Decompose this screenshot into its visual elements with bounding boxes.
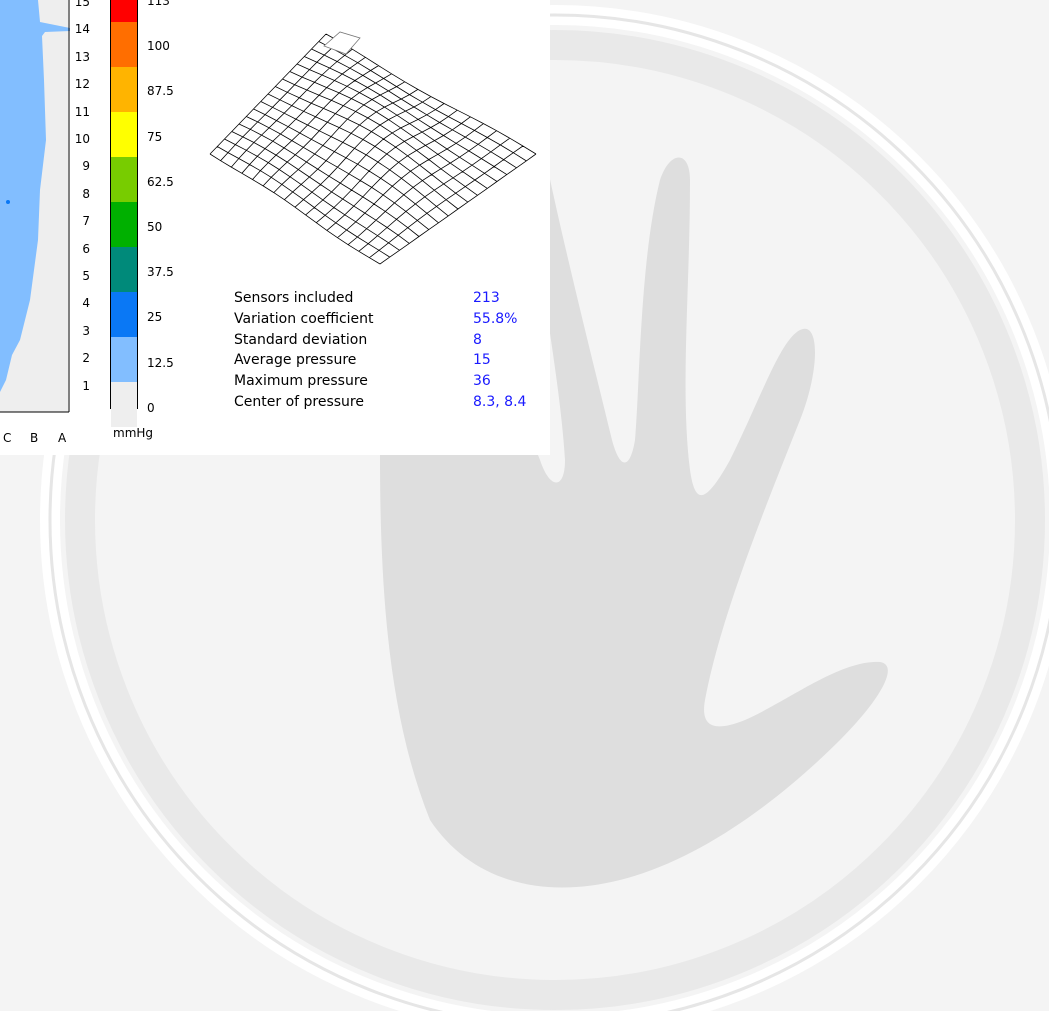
stat-value: 8 — [473, 331, 482, 348]
row-label: 10 — [74, 132, 90, 146]
row-label: 6 — [82, 241, 90, 256]
row-label: 11 — [74, 104, 90, 119]
row-label: 3 — [82, 323, 90, 338]
stat-label: Variation coefficient — [234, 310, 374, 327]
color-band — [111, 382, 137, 427]
scale-tick-label: 12.5 — [147, 355, 174, 370]
stat-label: Center of pressure — [234, 394, 364, 410]
row-label: 2 — [82, 351, 90, 366]
scale-tick-label: 100 — [147, 39, 170, 54]
color-band — [111, 112, 137, 157]
scale-tick-label: 37.5 — [147, 265, 174, 280]
row-label: 8 — [82, 186, 90, 201]
unit-label: mmHg — [113, 426, 154, 440]
stat-value: 15 — [473, 352, 491, 369]
stat-value: 213 — [473, 290, 500, 306]
mesh-lines — [209, 33, 537, 265]
scale-tick-label: 75 — [147, 129, 163, 144]
color-band — [111, 247, 137, 292]
stat-label: Maximum pressure — [234, 373, 368, 390]
row-label: 9 — [82, 159, 90, 174]
scale-tick-label: 87.5 — [147, 84, 174, 99]
column-label: C — [3, 431, 12, 445]
stat-label: Sensors included — [234, 290, 354, 306]
stat-label: Average pressure — [234, 352, 357, 369]
color-scale-bar — [110, 0, 138, 427]
scale-tick-label: 113 — [147, 0, 170, 8]
stat-value: 55.8% — [473, 310, 518, 327]
color-band — [111, 157, 137, 202]
color-band — [111, 22, 137, 67]
scale-tick-label: 0 — [147, 400, 155, 415]
row-label: 15 — [74, 0, 90, 9]
row-label: 7 — [82, 214, 90, 229]
scale-tick-label: 25 — [147, 310, 163, 325]
column-label: A — [58, 431, 67, 445]
row-label: 13 — [74, 49, 90, 64]
color-band — [111, 292, 137, 337]
row-label: 1 — [82, 378, 90, 393]
scale-tick-label: 62.5 — [147, 174, 174, 189]
row-label: 12 — [74, 77, 90, 92]
color-band — [111, 67, 137, 112]
row-label: 4 — [82, 296, 90, 311]
color-band — [111, 0, 137, 22]
mesh-corner-tab — [323, 31, 361, 55]
stat-value: 8.3, 8.4 — [473, 394, 527, 410]
pressure-report-panel: 15 14 13 12 11 10 9 8 7 6 5 4 3 2 1 C B A 113 100 87.5 75 62… — [0, 0, 550, 455]
column-label: B — [30, 431, 39, 445]
stat-label: Standard deviation — [234, 331, 368, 348]
scale-tick-label: 50 — [147, 220, 163, 234]
row-label: 14 — [74, 22, 90, 37]
pressure-mesh-3d-icon — [209, 31, 537, 265]
pressure-heatmap — [0, 0, 70, 413]
color-band — [111, 337, 137, 382]
stat-value: 36 — [473, 373, 491, 390]
row-label: 5 — [82, 269, 90, 283]
color-band — [111, 202, 137, 247]
